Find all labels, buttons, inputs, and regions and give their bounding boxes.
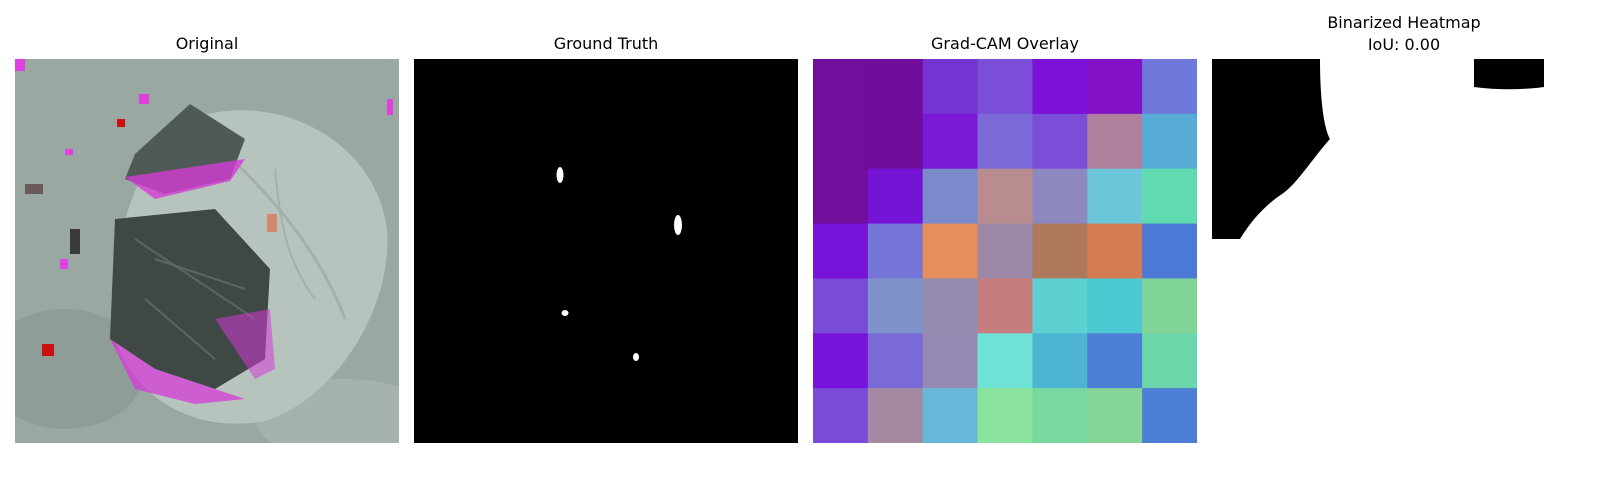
gradcam-cell [1032,59,1088,115]
gradcam-cell [1032,223,1088,279]
gradcam-cell [1087,333,1143,389]
ground-truth-mask [414,59,798,443]
gradcam-cell [922,333,979,389]
ground-truth-title: Ground Truth [553,34,659,53]
gradcam-overlay [813,59,1197,443]
gradcam-cell [867,168,924,225]
gradcam-cell [1032,278,1088,334]
binarized-heatmap [1212,59,1596,443]
gradcam-cell [813,113,869,170]
gradcam-cell [867,278,924,334]
gradcam-cell [977,168,1033,225]
gradcam-cell [1087,113,1143,170]
gradcam-cell [922,388,979,443]
gradcam-cell [1032,113,1088,170]
gradcam-cell [867,113,924,170]
binarized-title: Binarized Heatmap [1327,13,1481,32]
gradcam-cell [813,59,869,115]
gradcam-cell [1087,59,1143,115]
gradcam-cell [922,59,979,115]
gradcam-cell [867,388,924,443]
gradcam-cell [977,278,1033,334]
gradcam-cell [813,333,869,389]
gradcam-cell [1087,168,1143,225]
mask-blob [674,215,682,235]
gradcam-cell [1032,168,1088,225]
gradcam-cell [1142,278,1197,334]
mask-blob [633,353,639,361]
mask-blob [556,167,564,183]
gradcam-cell [1142,168,1197,225]
gradcam-cell [977,59,1033,115]
gradcam-cell [1142,59,1197,115]
gradcam-cell [922,223,979,279]
gradcam-cell [1087,278,1143,334]
gradcam-cell [1142,223,1197,279]
gradcam-cell [1142,333,1197,389]
gradcam-cell [1032,388,1088,443]
gradcam-cell [1087,388,1143,443]
heatmap-region [1212,59,1330,239]
gradcam-cell [922,113,979,170]
gradcam-cell [813,223,869,279]
gradcam-cell [867,59,924,115]
gradcam-cell [867,333,924,389]
gradcam-cell [922,278,979,334]
gradcam-cell [922,168,979,225]
iou-subtitle: IoU: 0.00 [1367,35,1441,54]
gradcam-cell [1142,113,1197,170]
gradcam-cell [977,388,1033,443]
gradcam-cell [867,223,924,279]
gradcam-cell [1142,388,1197,443]
gradcam-cell [977,113,1033,170]
gradcam-cell [977,223,1033,279]
gradcam-cell [977,333,1033,389]
mask-blob [561,310,569,316]
gradcam-cell [1032,333,1088,389]
gradcam-title: Grad-CAM Overlay [931,34,1079,53]
original-title: Original [175,34,239,53]
heatmap-region [1474,59,1544,90]
gradcam-cell [1087,223,1143,279]
gradcam-cell [813,168,869,225]
original-image [15,59,399,443]
gradcam-cell [813,278,869,334]
gradcam-cell [813,388,869,443]
